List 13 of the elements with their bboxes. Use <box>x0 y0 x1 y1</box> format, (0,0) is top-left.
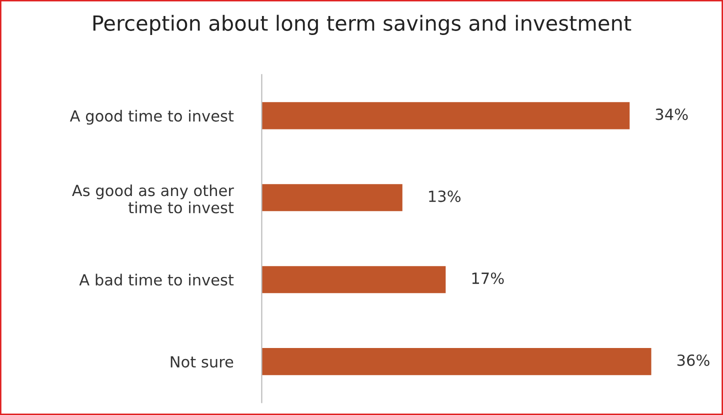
y-tick-label: A good time to invest <box>70 110 234 125</box>
data-label: 34% <box>656 108 688 120</box>
bar <box>262 184 402 212</box>
y-tick-label: Not sure <box>170 356 234 368</box>
y-tick-label: As good as any other time to invest <box>72 184 234 214</box>
chart-title: Perception about long term savings and investment <box>93 14 632 35</box>
bar <box>262 102 630 130</box>
y-tick-label: A bad time to invest <box>79 274 234 286</box>
data-label: 17% <box>472 272 504 284</box>
bar <box>262 266 446 294</box>
data-label: 13% <box>429 190 461 202</box>
bar <box>262 348 652 376</box>
data-label: 36% <box>677 354 710 366</box>
